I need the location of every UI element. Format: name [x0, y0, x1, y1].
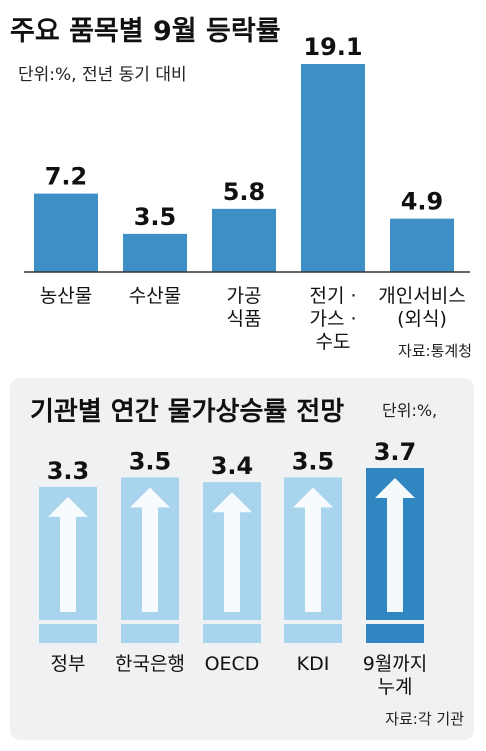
bottom-chart-unit-note: 단위:%, [382, 401, 437, 420]
bottom-category-label-0: 정부 [51, 653, 86, 675]
bottom-bar-value-1: 3.5 [129, 447, 172, 475]
up-arrow-icon [293, 487, 333, 612]
top-chart-title: 주요 품목별 9월 등락률 [10, 16, 281, 47]
bottom-category-label-2-line-0: OECD [205, 653, 260, 675]
bottom-bar-band-4 [366, 620, 424, 624]
top-bar-3 [301, 64, 365, 272]
bottom-chart-title: 기관별 연간 물가상승률 전망 [30, 397, 344, 427]
top-category-label-1: 수산물 [129, 285, 181, 307]
top-bar-value-3: 19.1 [303, 33, 362, 61]
bottom-chart: 기관별 연간 물가상승률 전망 단위:%, 3.3 정부 3.5 한국은행 3.4 OEC… [30, 397, 464, 728]
top-bar-value-0: 7.2 [45, 163, 88, 191]
bottom-bar-value-3: 3.5 [292, 447, 335, 475]
top-bar-value-4: 4.9 [401, 188, 444, 216]
top-category-label-0-line-0: 농산물 [40, 285, 92, 307]
up-arrow-icon [212, 492, 252, 612]
bottom-bar-band-0 [39, 620, 97, 624]
top-bar-value-1: 3.5 [134, 203, 177, 231]
top-category-label-3-line-1: 가스 · [309, 308, 356, 330]
top-category-label-3-line-0: 전기 · [309, 285, 356, 307]
bottom-category-label-0-line-0: 정부 [51, 653, 86, 675]
bottom-bar-band-1 [121, 620, 179, 624]
top-chart-marks: 7.2 농산물 3.5 수산물 5.8 가공 식품 19.1 전기 · 가스 · 수도 4.9 개인서비… [34, 33, 466, 353]
bottom-chart-source: 자료:각 기관 [385, 710, 464, 728]
top-category-label-3-line-2: 수도 [316, 331, 351, 353]
top-bar-0 [34, 193, 98, 272]
top-category-label-4: 개인서비스 (외식) [378, 285, 465, 330]
bottom-category-label-4-line-1: 누계 [378, 676, 413, 698]
top-category-label-1-line-0: 수산물 [129, 285, 181, 307]
bottom-category-label-3-line-0: KDI [297, 653, 330, 675]
top-chart: 주요 품목별 9월 등락률 단위:%, 전년 동기 대비 7.2 농산물 3.5 수산… [10, 16, 472, 360]
bottom-bar-value-0: 3.3 [47, 457, 90, 485]
top-category-label-4-line-0: 개인서비스 [378, 285, 465, 307]
top-chart-unit-note: 단위:%, 전년 동기 대비 [18, 65, 187, 85]
bottom-bar-band-3 [284, 620, 342, 624]
bottom-category-label-3: KDI [297, 653, 330, 675]
top-category-label-4-line-1: (외식) [397, 308, 447, 330]
bottom-category-label-1-line-0: 한국은행 [115, 653, 185, 675]
bottom-category-label-2: OECD [205, 653, 260, 675]
top-chart-source: 자료:통계청 [398, 342, 472, 360]
top-category-label-2-line-1: 식품 [227, 308, 262, 330]
up-arrow-icon [375, 478, 415, 612]
top-category-label-2-line-0: 가공 [227, 285, 262, 307]
top-bar-1 [123, 233, 187, 272]
bottom-bar-value-4: 3.7 [374, 438, 417, 466]
up-arrow-icon [48, 496, 88, 612]
top-category-label-2: 가공 식품 [227, 285, 262, 330]
top-bar-4 [390, 218, 454, 272]
top-bar-2 [212, 208, 276, 272]
bottom-category-label-4-line-0: 9월까지 [363, 653, 428, 675]
bottom-category-label-1: 한국은행 [115, 653, 185, 675]
bottom-category-label-4: 9월까지 누계 [363, 653, 428, 698]
bottom-chart-marks: 3.3 정부 3.5 한국은행 3.4 OECD 3.5 KDI 3.7 9월까지 누계 [39, 438, 427, 698]
up-arrow-icon [130, 487, 170, 612]
top-category-label-3: 전기 · 가스 · 수도 [309, 285, 356, 353]
bottom-bar-value-2: 3.4 [211, 452, 254, 480]
bottom-bar-band-2 [203, 620, 261, 624]
top-category-label-0: 농산물 [40, 285, 92, 307]
top-bar-value-2: 5.8 [223, 178, 266, 206]
